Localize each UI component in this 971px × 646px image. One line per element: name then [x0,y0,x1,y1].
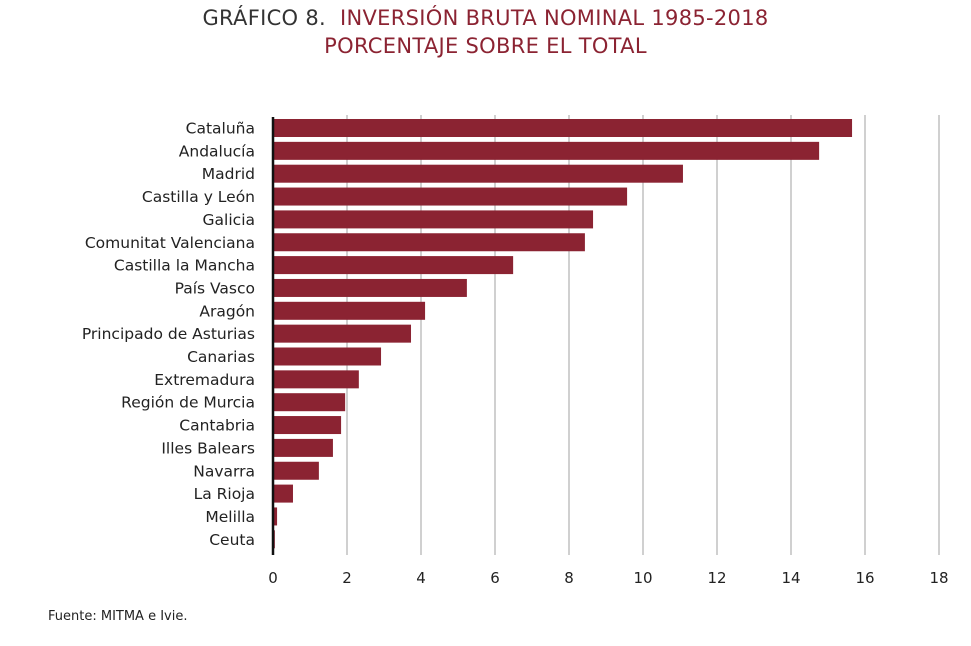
x-tick-label: 16 [855,569,874,587]
category-label: Andalucía [179,142,255,160]
bar [273,164,683,183]
category-label: Illes Balears [161,439,255,457]
x-tick-label: 8 [564,569,574,587]
bar [273,484,293,503]
category-label: Castilla y León [142,188,255,206]
bar [273,187,628,206]
chart-number: GRÁFICO 8. [202,6,326,30]
bar [273,416,342,435]
category-label: Comunitat Valenciana [85,234,255,252]
x-tick-label: 12 [707,569,726,587]
bar [273,301,426,320]
category-label: País Vasco [175,279,255,297]
bar [273,141,820,160]
bar [273,324,412,343]
category-label: Extremadura [154,371,255,389]
bar [273,507,278,526]
category-label: Madrid [202,165,255,183]
category-label: Canarias [187,348,255,366]
bar [273,438,333,457]
source-note: Fuente: MITMA e Ivie. [48,609,188,624]
category-label: La Rioja [194,485,255,503]
bar [273,278,467,297]
x-tick-label: 18 [929,569,948,587]
x-tick-label: 14 [781,569,800,587]
category-label: Galicia [203,211,255,229]
category-label: Melilla [205,508,255,526]
x-tick-label: 0 [268,569,278,587]
x-tick-label: 2 [342,569,352,587]
bar [273,119,853,137]
bar [273,210,594,229]
bar [273,370,359,389]
category-label: Ceuta [209,531,255,549]
category-label: Aragón [199,302,255,320]
chart-title: GRÁFICO 8. INVERSIÓN BRUTA NOMINAL 1985-2… [0,6,971,30]
bar [273,461,319,480]
x-tick-label: 10 [633,569,652,587]
bar [273,233,585,252]
chart-title-text: INVERSIÓN BRUTA NOMINAL 1985-2018 [340,6,769,30]
category-label: Cataluña [186,120,255,138]
chart-subtitle: PORCENTAJE SOBRE EL TOTAL [324,34,647,58]
x-tick-label: 6 [490,569,500,587]
bar [273,393,346,412]
bar [273,347,382,366]
bar [273,256,514,275]
category-label: Castilla la Mancha [114,257,255,275]
category-label: Región de Murcia [121,394,255,412]
category-label: Cantabria [179,417,255,435]
x-tick-label: 4 [416,569,426,587]
category-label: Principado de Asturias [82,325,255,343]
category-label: Navarra [193,462,255,480]
